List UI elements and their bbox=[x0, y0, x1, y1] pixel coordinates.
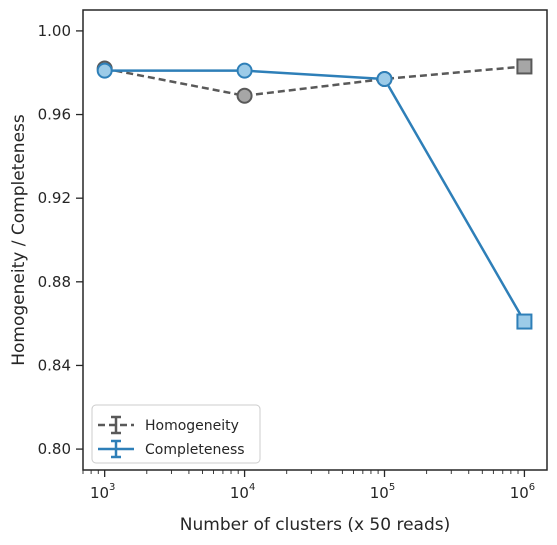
x-axis-label: Number of clusters (x 50 reads) bbox=[180, 515, 450, 535]
x-tick-label: 104 bbox=[230, 482, 255, 502]
x-axis: 103 104 105 106 bbox=[82, 470, 535, 502]
plot-frame bbox=[82, 9, 548, 471]
y-tick-label: 0.80 bbox=[38, 440, 71, 458]
y-tick-label: 0.96 bbox=[38, 106, 71, 124]
series-line bbox=[104, 69, 526, 323]
data-point bbox=[236, 87, 253, 104]
series-layer bbox=[96, 58, 533, 330]
data-point bbox=[96, 62, 113, 79]
legend-label: Completeness bbox=[145, 442, 245, 458]
x-tick-label: 105 bbox=[370, 482, 395, 502]
y-tick-label: 0.92 bbox=[38, 189, 71, 207]
legend: Homogeneity Completeness bbox=[91, 404, 261, 464]
y-axis: 0.80 0.84 0.88 0.92 0.96 1.00 bbox=[38, 22, 83, 458]
y-axis-label: Homogeneity / Completeness bbox=[9, 114, 29, 366]
series-homogeneity bbox=[96, 58, 533, 104]
data-point bbox=[516, 58, 533, 75]
data-point bbox=[516, 313, 533, 330]
data-point bbox=[236, 62, 253, 79]
x-tick-label: 106 bbox=[510, 482, 535, 502]
data-point bbox=[376, 71, 393, 87]
y-tick-label: 0.84 bbox=[38, 356, 71, 374]
y-tick-label: 0.88 bbox=[38, 273, 71, 291]
y-tick-label: 1.00 bbox=[38, 22, 71, 40]
x-tick-label: 103 bbox=[90, 482, 115, 502]
legend-label: Homogeneity bbox=[145, 418, 239, 434]
legend-entry: Completeness bbox=[98, 439, 245, 459]
series-line bbox=[104, 65, 525, 97]
series-completeness bbox=[96, 62, 533, 330]
legend-entry: Homogeneity bbox=[98, 415, 239, 435]
